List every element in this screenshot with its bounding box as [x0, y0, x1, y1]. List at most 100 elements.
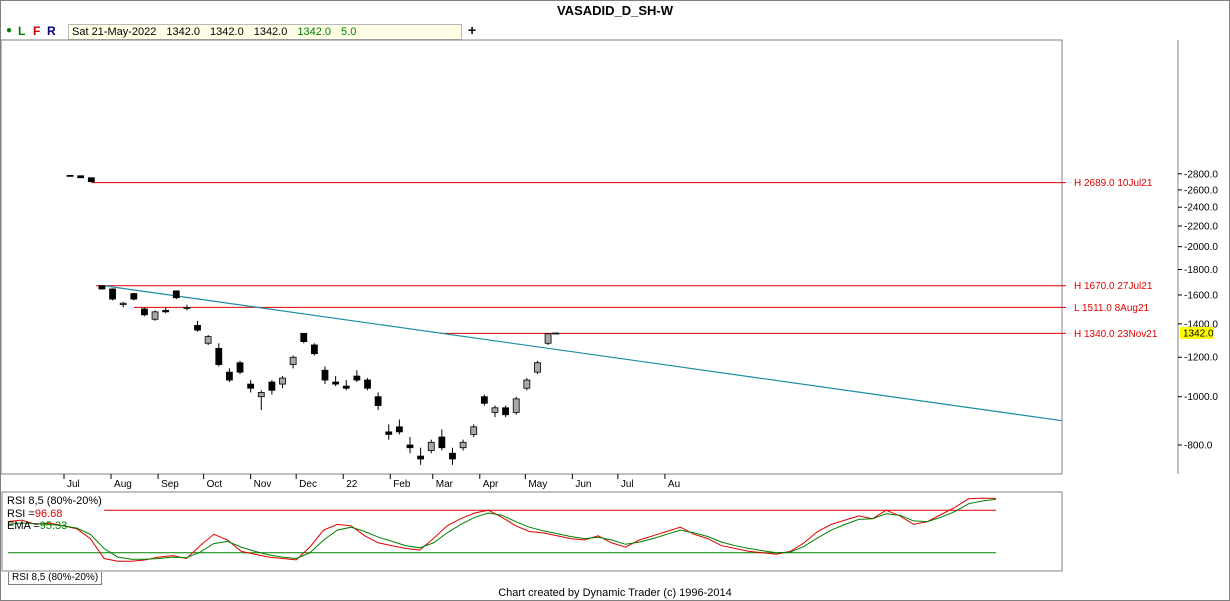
y-tick-label: -1400.0: [1184, 319, 1218, 330]
add-indicator-button[interactable]: +: [468, 22, 477, 38]
x-tick-label: Oct: [207, 479, 223, 490]
candle-body: [247, 383, 255, 389]
candle-body: [77, 175, 85, 179]
candle-body: [268, 381, 276, 391]
price-panel: -800.0 -1000.0 -1200.0 -1400.0 -1600.0 -1800.…: [0, 39, 1218, 490]
price-plot-border: [0, 39, 1063, 475]
candle-body: [172, 290, 180, 299]
candle-body: [300, 332, 308, 342]
bar-close: 1342.0: [297, 26, 332, 38]
bar-change: 5.0: [341, 26, 357, 38]
y-tick-label: -1800.0: [1184, 265, 1218, 276]
candle-body: [194, 325, 201, 331]
candle-body: [162, 309, 170, 313]
bar-info-readout: Sat 21-May-2022 1342.0 1342.0 1342.0 1342.0 5…: [68, 24, 462, 40]
candle-body: [417, 455, 425, 460]
rsi-legend-title: RSI 8,5 (80%-20%): [7, 495, 102, 507]
footer-credit: Chart created by Dynamic Trader (c) 1996…: [498, 587, 732, 599]
candle-body: [119, 302, 127, 306]
candle-body: [459, 441, 467, 449]
candle-body: [87, 177, 95, 183]
y-tick-label: -2000.0: [1184, 242, 1218, 253]
trend-line: [103, 285, 1063, 422]
rsi-plot-border: [1, 491, 1063, 572]
x-tick-label: Aug: [114, 479, 132, 490]
candle-body: [257, 392, 265, 398]
bar-low: 1342.0: [253, 26, 288, 38]
candle-body: [502, 407, 509, 416]
rsi-legend: RSI 8,5 (80%-20%) RSI =96.68 EMA =95.33: [7, 495, 102, 533]
status-dot-icon: ●: [6, 25, 13, 36]
candle-body: [364, 379, 371, 389]
y-tick-label: -800.0: [1184, 441, 1213, 452]
bar-high: 1342.0: [210, 26, 244, 38]
y-tick-label: -2800.0: [1184, 169, 1218, 180]
candle-body: [353, 375, 361, 381]
candle-body: [395, 426, 403, 433]
candle-body: [385, 431, 393, 435]
horizontal-level-label: H 2689.0 10Jul21: [1074, 178, 1153, 189]
x-tick-label: 22: [346, 479, 358, 490]
y-tick-label: -2200.0: [1184, 222, 1218, 233]
toolbar-button-r[interactable]: R: [47, 24, 56, 38]
y-tick-label: -2600.0: [1184, 185, 1218, 196]
candle-body: [151, 311, 159, 320]
y-tick-label: -1600.0: [1184, 290, 1218, 301]
y-tick-label: -1000.0: [1184, 392, 1218, 403]
candle-body: [374, 396, 382, 406]
x-tick-label: May: [528, 479, 547, 490]
candle-body: [534, 362, 541, 373]
x-tick-label: Sep: [161, 479, 179, 490]
candle-body: [470, 426, 478, 435]
candle-body: [544, 333, 552, 344]
candle-body: [215, 347, 223, 365]
x-tick-label: Nov: [254, 479, 272, 490]
rsi-panel: [1, 491, 1063, 572]
candle-body: [427, 441, 435, 451]
rsi-legend-rsi: RSI =96.68: [7, 507, 63, 520]
x-tick-label: Au: [668, 479, 680, 490]
horizontal-level-label: H 1340.0 23Nov21: [1074, 329, 1158, 340]
y-tick-label: -1200.0: [1184, 353, 1218, 364]
candle-body: [491, 407, 499, 413]
chart-title: VASADID_D_SH-W: [556, 3, 674, 18]
candle-body: [310, 344, 318, 355]
x-tick-label: Mar: [436, 479, 454, 490]
x-tick-label: Apr: [483, 479, 499, 490]
candle-body: [130, 293, 138, 300]
bar-open: 1342.0: [166, 26, 201, 38]
chart-toolbar: ● L F R Sat 21-May-2022 1342.0 1342.0 1342.…: [2, 22, 1062, 40]
candle-body: [406, 444, 414, 449]
candle-body: [289, 356, 297, 365]
candle-body: [523, 379, 531, 389]
toolbar-button-f[interactable]: F: [33, 24, 41, 38]
ema-line: [7, 498, 997, 560]
horizontal-level-label: L 1511.0 8Aug21: [1074, 303, 1150, 314]
x-tick-label: Jun: [575, 479, 591, 490]
bar-date: Sat 21-May-2022: [72, 26, 157, 38]
last-price-label: 1342.0: [1183, 329, 1214, 340]
horizontal-level-label: H 1670.0 27Jul21: [1074, 281, 1153, 292]
candle-body: [342, 385, 350, 389]
candle-body: [183, 307, 191, 309]
candle-body: [449, 452, 456, 460]
tab-rsi-panel[interactable]: RSI 8,5 (80%-20%): [8, 572, 103, 585]
candle-body: [226, 371, 233, 381]
candle-body: [109, 288, 116, 300]
candle-body: [332, 381, 340, 385]
x-tick-label: Jul: [67, 479, 80, 490]
last-price-marker: [1180, 327, 1214, 340]
candle-body: [321, 369, 329, 381]
candle-body: [236, 362, 244, 373]
x-tick-label: Dec: [299, 479, 317, 490]
candle-body: [204, 336, 212, 344]
rsi-legend-ema: EMA =95.33: [7, 520, 68, 532]
candle-body: [512, 398, 520, 413]
toolbar-button-l[interactable]: L: [18, 24, 26, 38]
candle-body: [480, 396, 488, 404]
candle-body: [98, 285, 106, 290]
x-tick-label: Feb: [393, 479, 411, 490]
x-tick-label: Jul: [621, 479, 634, 490]
y-tick-label: -2400.0: [1184, 203, 1218, 214]
